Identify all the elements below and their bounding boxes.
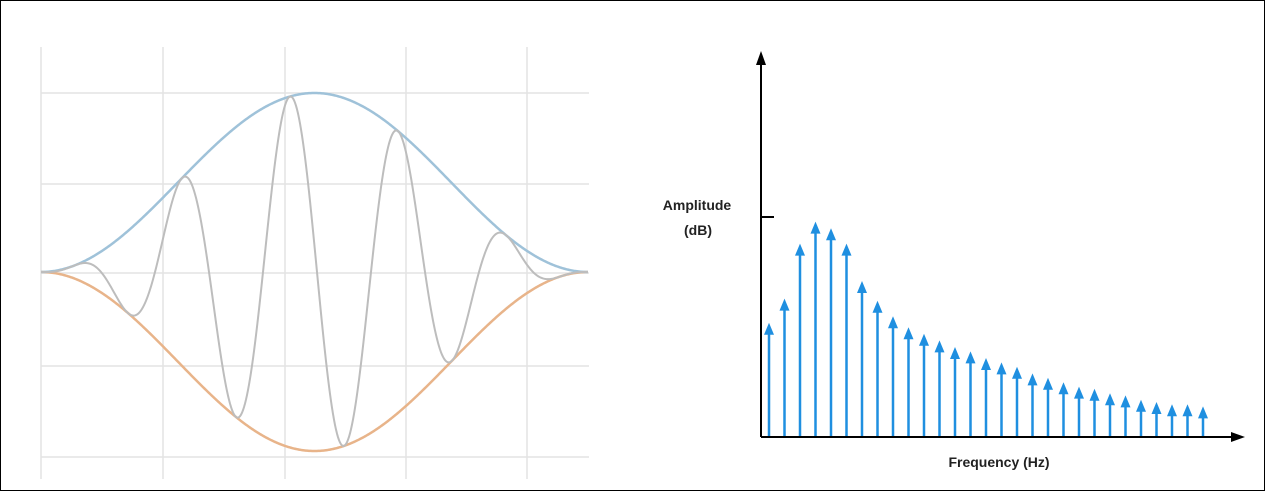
spectrum-stem-arrowhead xyxy=(826,228,836,241)
spectrum-stem-arrowhead xyxy=(888,316,898,329)
y-axis-title-line2: (dB) xyxy=(684,222,712,238)
spectrum-stem-arrowhead xyxy=(934,340,945,353)
spectrum-stem-arrowhead xyxy=(1043,377,1053,390)
y-axis-arrow-icon xyxy=(756,51,766,65)
y-axis-title-line1: Amplitude xyxy=(663,197,732,213)
spectrum-stem-arrowhead xyxy=(857,281,867,293)
spectrum-stem-arrowhead xyxy=(1120,395,1131,408)
spectrum-stem-arrowhead xyxy=(1074,386,1084,399)
spectrum-stem-arrowhead xyxy=(779,298,790,311)
spectrum-stem-arrowhead xyxy=(1167,404,1177,417)
spectrum-stem-arrowhead xyxy=(841,243,852,256)
spectrum-stem-arrowhead xyxy=(1136,399,1146,412)
modulated-wave-curve xyxy=(41,95,588,447)
x-axis-arrow-icon xyxy=(1231,432,1245,442)
x-axis-title: Frequency (Hz) xyxy=(948,454,1049,470)
spectrum-stem-arrowhead xyxy=(1105,393,1115,406)
wave-grid xyxy=(40,47,589,479)
spectrum-stem-arrowhead xyxy=(950,347,960,359)
spectrum-stem-arrowhead xyxy=(1089,388,1100,401)
lower-envelope-curve xyxy=(40,270,589,453)
upper-envelope-curve xyxy=(40,91,589,274)
spectrum-stem-arrowhead xyxy=(903,327,914,340)
spectrum-stem-arrowhead xyxy=(996,362,1007,375)
spectrum-stem-arrowhead xyxy=(1027,373,1038,386)
spectrum-stem-arrowhead xyxy=(872,300,883,313)
spectrum-stem-arrowhead xyxy=(1058,382,1069,395)
spectrum-stem-arrowhead xyxy=(795,243,805,256)
spectrum-chart: Amplitude (dB) Frequency (Hz) xyxy=(663,51,1245,470)
spectrum-stem-arrowhead xyxy=(1182,404,1193,417)
spectrum-stem-arrowhead xyxy=(1012,366,1022,379)
spectrum-stem-arrowhead xyxy=(764,322,774,335)
spectrum-stem-arrowhead xyxy=(1198,406,1208,419)
spectrum-stem-arrowhead xyxy=(981,358,991,370)
spectrum-stem-arrowhead xyxy=(965,351,976,364)
spectrum-stem-arrowhead xyxy=(1151,402,1162,414)
spectrum-stem-arrowhead xyxy=(919,333,929,346)
spectrum-stem-arrowhead xyxy=(810,221,821,234)
wave-packet-chart xyxy=(40,47,589,479)
spectrum-stems xyxy=(764,221,1208,437)
